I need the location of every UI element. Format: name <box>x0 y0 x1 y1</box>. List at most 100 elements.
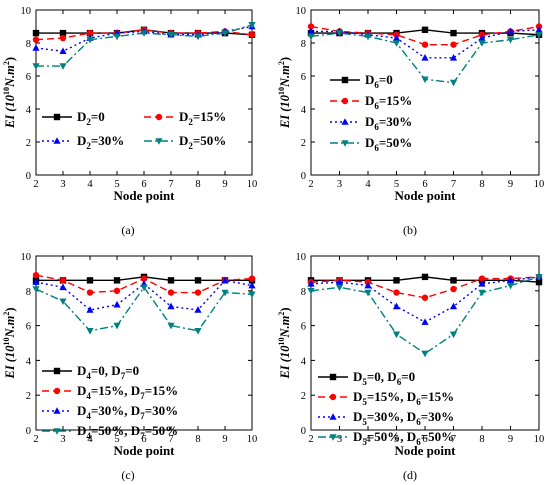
legend-swatch-marker <box>329 434 337 441</box>
data-point <box>86 277 94 284</box>
data-point <box>364 281 372 289</box>
data-point <box>140 275 148 282</box>
data-point <box>506 27 515 35</box>
legend-label: D4=50%, D7=50% <box>77 423 178 441</box>
data-point <box>248 291 256 299</box>
data-point <box>421 41 429 48</box>
x-tick-label: 3 <box>337 434 342 445</box>
legend-label: D5=0, D6=0 <box>353 369 415 387</box>
data-point <box>535 278 543 286</box>
y-tick-label: 8 <box>26 39 31 50</box>
data-point <box>32 36 40 43</box>
y-tick-label: 2 <box>26 138 31 149</box>
y-tick-label: 8 <box>301 39 306 50</box>
data-series <box>32 22 256 70</box>
data-point <box>86 306 94 313</box>
y-tick-label: 4 <box>26 356 32 367</box>
y-tick-label: 2 <box>301 391 306 402</box>
x-tick-label: 10 <box>247 434 258 445</box>
data-point <box>450 29 457 37</box>
data-point <box>449 302 458 310</box>
data-point <box>113 287 121 294</box>
data-point <box>167 31 175 39</box>
data-point <box>393 277 400 284</box>
data-point <box>421 350 429 358</box>
data-point <box>449 79 458 87</box>
data-point <box>478 275 486 282</box>
data-series <box>307 274 543 358</box>
series-line <box>35 29 253 41</box>
legend-swatch-marker <box>53 387 61 395</box>
legend-label: D4=30%, D7=30% <box>77 403 178 421</box>
legend-swatch-marker <box>155 113 163 121</box>
x-axis-label: Node point <box>394 188 456 203</box>
panel-label: (b) <box>403 223 417 237</box>
data-point <box>221 289 229 297</box>
data-point <box>59 277 67 284</box>
data-point <box>32 271 40 279</box>
data-point <box>335 30 344 37</box>
data-series <box>32 284 256 335</box>
legend-swatch-marker <box>53 137 61 144</box>
y-tick-label: 10 <box>21 6 32 17</box>
legend: D4=0, D7=0 D4=15%, D7=15% D4=30%, D7=30% D4… <box>42 363 178 441</box>
x-tick-label: 2 <box>308 179 313 190</box>
x-tick-label: 6 <box>141 434 146 445</box>
data-point <box>335 284 344 292</box>
legend-label: D6=15% <box>365 93 412 111</box>
data-point <box>478 34 486 41</box>
x-tick-label: 9 <box>508 179 513 190</box>
x-tick-label: 2 <box>308 434 313 445</box>
y-tick-label: 0 <box>26 171 31 182</box>
y-tick-label: 8 <box>301 287 306 298</box>
y-tick-label: 8 <box>26 287 31 298</box>
data-point <box>535 31 543 39</box>
x-tick-label: 6 <box>141 179 146 190</box>
data-point <box>248 31 256 38</box>
y-axis-label: EI (1010N.m2) <box>2 307 17 379</box>
data-point <box>86 29 94 37</box>
panel-label: (c) <box>121 468 134 482</box>
legend-label: D4=0, D7=0 <box>77 363 139 381</box>
legend-label: D2=0 <box>77 109 105 127</box>
x-tick-label: 2 <box>33 179 38 190</box>
data-point <box>221 276 229 284</box>
x-tick-label: 5 <box>114 434 119 445</box>
y-tick-label: 0 <box>301 426 306 437</box>
data-point <box>506 282 515 290</box>
legend: D6=0 D6=15% D6=30% D6=50% <box>330 72 412 153</box>
data-point <box>307 33 315 41</box>
x-tick-label: 2 <box>33 434 38 445</box>
x-tick-label: 4 <box>365 179 371 190</box>
legend-label: D2=50% <box>179 133 226 151</box>
y-tick-label: 6 <box>301 72 306 83</box>
data-point <box>194 328 202 335</box>
x-tick-label: 6 <box>422 179 427 190</box>
plot-frame <box>310 9 540 176</box>
legend-label: D6=0 <box>365 72 393 90</box>
x-tick-label: 3 <box>337 179 342 190</box>
data-point <box>535 26 543 33</box>
legend-swatch-marker <box>341 140 349 147</box>
data-point <box>307 288 315 295</box>
legend-label: D5=50%, D6=50% <box>353 429 454 447</box>
data-point <box>167 289 175 296</box>
data-point <box>392 40 401 47</box>
data-point <box>248 275 256 282</box>
x-axis-label: Node point <box>113 188 175 203</box>
data-point <box>32 29 40 37</box>
x-tick-label: 10 <box>534 434 545 445</box>
legend: D5=0, D6=0 D5=15%, D6=15% D5=30%, D6=30% D5… <box>318 369 454 447</box>
data-point <box>364 33 372 41</box>
data-point <box>32 286 40 293</box>
data-point <box>113 300 121 308</box>
legend-swatch-marker <box>341 118 349 125</box>
data-point <box>392 34 401 41</box>
y-tick-label: 10 <box>296 6 307 17</box>
data-point <box>140 284 148 292</box>
x-tick-label: 8 <box>479 179 484 190</box>
y-tick-label: 0 <box>26 426 31 437</box>
data-point <box>506 276 515 284</box>
x-tick-label: 4 <box>87 179 93 190</box>
